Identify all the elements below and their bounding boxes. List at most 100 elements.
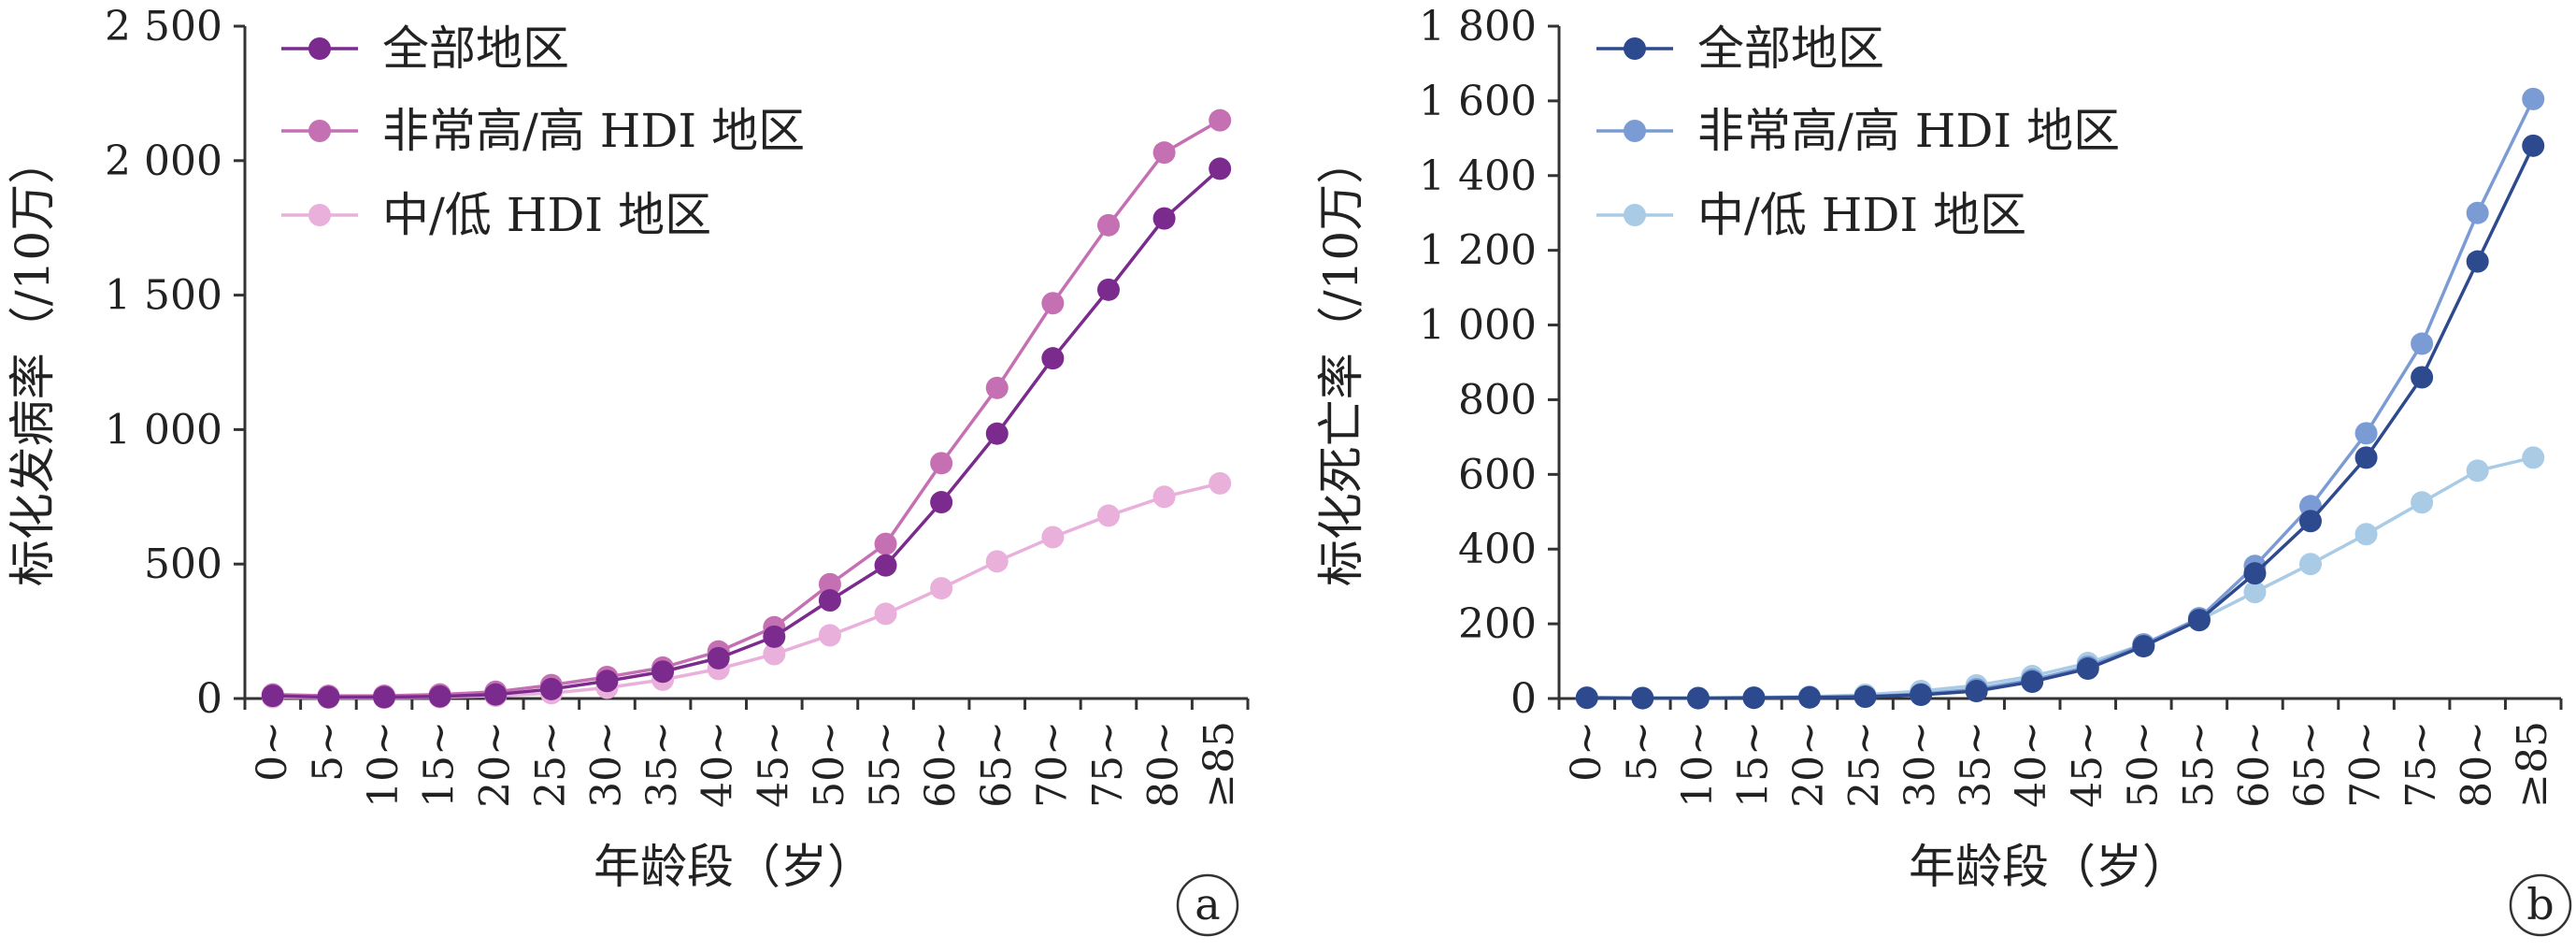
x-tick-label: 0~ <box>249 721 296 782</box>
data-point <box>2522 87 2545 110</box>
x-tick-label: 80~ <box>2454 721 2501 808</box>
legend-marker <box>308 204 331 226</box>
y-tick-label: 800 <box>1458 376 1537 424</box>
data-point <box>1209 157 1232 180</box>
x-tick-label: 55~ <box>862 721 909 808</box>
x-tick-label: 45~ <box>2064 721 2111 808</box>
x-tick-label: 70~ <box>2342 721 2390 808</box>
data-point <box>2411 366 2434 389</box>
legend-marker <box>308 37 331 60</box>
panel-label-circle <box>1176 873 1239 937</box>
x-tick-label: 35~ <box>1953 721 2000 808</box>
chart-panel-b: 0 200 400 600 800 1 000 1 200 1 400 1 600 1 800 0~… <box>1314 3 2572 937</box>
data-point <box>1853 685 1877 709</box>
legend-item: 中/低 HDI 地区 <box>281 188 711 242</box>
x-tick-label: 75~ <box>2397 721 2445 808</box>
y-tick-label: 1 500 <box>105 272 222 320</box>
panel-label: a <box>1195 879 1220 929</box>
x-tick-label: 50~ <box>806 721 853 808</box>
data-point <box>2522 446 2545 469</box>
x-tick-label: 25~ <box>1841 721 1889 808</box>
y-tick-label: 1 800 <box>1419 3 1537 50</box>
data-point <box>1096 504 1120 527</box>
data-point <box>1631 686 1654 710</box>
x-tick-label: 60~ <box>917 721 965 808</box>
y-tick-label: 600 <box>1458 451 1537 498</box>
data-point <box>1096 278 1120 301</box>
y-tick-label: 0 <box>1510 675 1537 723</box>
legend-marker <box>308 120 331 142</box>
x-tick-label: 45~ <box>750 721 797 808</box>
panel-label-circle <box>2509 873 2572 937</box>
data-point <box>317 685 340 709</box>
data-point <box>1965 680 1988 703</box>
x-tick-label: 80~ <box>1140 721 1188 808</box>
y-tick-label: 0 <box>196 675 222 723</box>
x-tick-label: 55~ <box>2175 721 2223 808</box>
data-point <box>763 642 786 666</box>
legend-marker <box>1624 204 1646 226</box>
x-axis-title: 年龄段（岁） <box>1909 840 2189 894</box>
data-point <box>373 685 396 709</box>
chart-panel-a: 0 500 1 000 1 500 2 000 2 500 0~ 5~ 10~ 15~ 20~ 25~… <box>6 3 1250 937</box>
y-tick-label: 2 000 <box>105 137 222 185</box>
legend-item: 中/低 HDI 地区 <box>1596 188 2026 242</box>
y-tick-label: 500 <box>144 540 222 588</box>
data-point <box>1152 485 1176 509</box>
x-tick-label: 20~ <box>1785 721 1833 808</box>
legend-marker <box>1624 37 1646 60</box>
x-tick-label: 5~ <box>304 721 351 782</box>
x-tick-label: 15~ <box>416 721 464 808</box>
data-point <box>818 624 841 647</box>
data-point <box>2411 332 2434 355</box>
data-point <box>874 554 897 577</box>
x-tick-label: 15~ <box>1729 721 1777 808</box>
data-point <box>2354 446 2378 469</box>
data-point <box>651 660 675 684</box>
data-point <box>2243 562 2267 585</box>
series-2 <box>1575 446 2545 710</box>
x-tick-label: 70~ <box>1028 721 1076 808</box>
y-tick-label: 1 000 <box>1419 302 1537 350</box>
y-tick-label: 2 500 <box>105 3 222 50</box>
x-tick-label: 65~ <box>973 721 1021 808</box>
y-axis-title: 标化死亡率（/10万） <box>1314 137 1368 586</box>
data-point <box>1096 213 1120 237</box>
y-tick-label: 1 400 <box>1419 152 1537 200</box>
data-point <box>985 550 1009 573</box>
data-point <box>261 684 284 708</box>
data-point <box>1742 686 1766 710</box>
data-point <box>2466 201 2489 224</box>
x-tick-label: 65~ <box>2286 721 2334 808</box>
y-axis-title: 标化发病率（/10万） <box>6 137 60 586</box>
data-point <box>818 572 841 596</box>
legend-item: 非常高/高 HDI 地区 <box>281 104 805 158</box>
data-point <box>1798 685 1821 709</box>
data-point <box>707 646 730 670</box>
legend-item: 全部地区 <box>1596 22 1884 76</box>
x-tick-label: 10~ <box>1674 721 1722 808</box>
data-point <box>1686 686 1710 710</box>
series-line <box>1586 455 2534 699</box>
data-point <box>2354 422 2378 445</box>
x-tick-label: 10~ <box>360 721 408 808</box>
data-point <box>1209 108 1232 132</box>
x-tick-label: 60~ <box>2230 721 2278 808</box>
legend-label: 中/低 HDI 地区 <box>1697 188 2026 242</box>
legend-item: 非常高/高 HDI 地区 <box>1596 104 2120 158</box>
x-tick-label: 50~ <box>2119 721 2167 808</box>
x-axis-title: 年龄段（岁） <box>594 840 874 894</box>
data-point <box>2354 523 2378 546</box>
data-point <box>1041 347 1065 370</box>
data-point <box>2187 609 2211 632</box>
x-tick-label: 5~ <box>1618 721 1666 782</box>
legend-marker <box>1624 120 1646 142</box>
legend-item: 全部地区 <box>281 22 569 76</box>
data-point <box>985 376 1009 399</box>
x-tick-label: 30~ <box>582 721 630 808</box>
data-point <box>1041 292 1065 315</box>
x-tick-label: 35~ <box>638 721 686 808</box>
data-point <box>2132 635 2155 658</box>
x-tick-label: 75~ <box>1084 721 1132 808</box>
